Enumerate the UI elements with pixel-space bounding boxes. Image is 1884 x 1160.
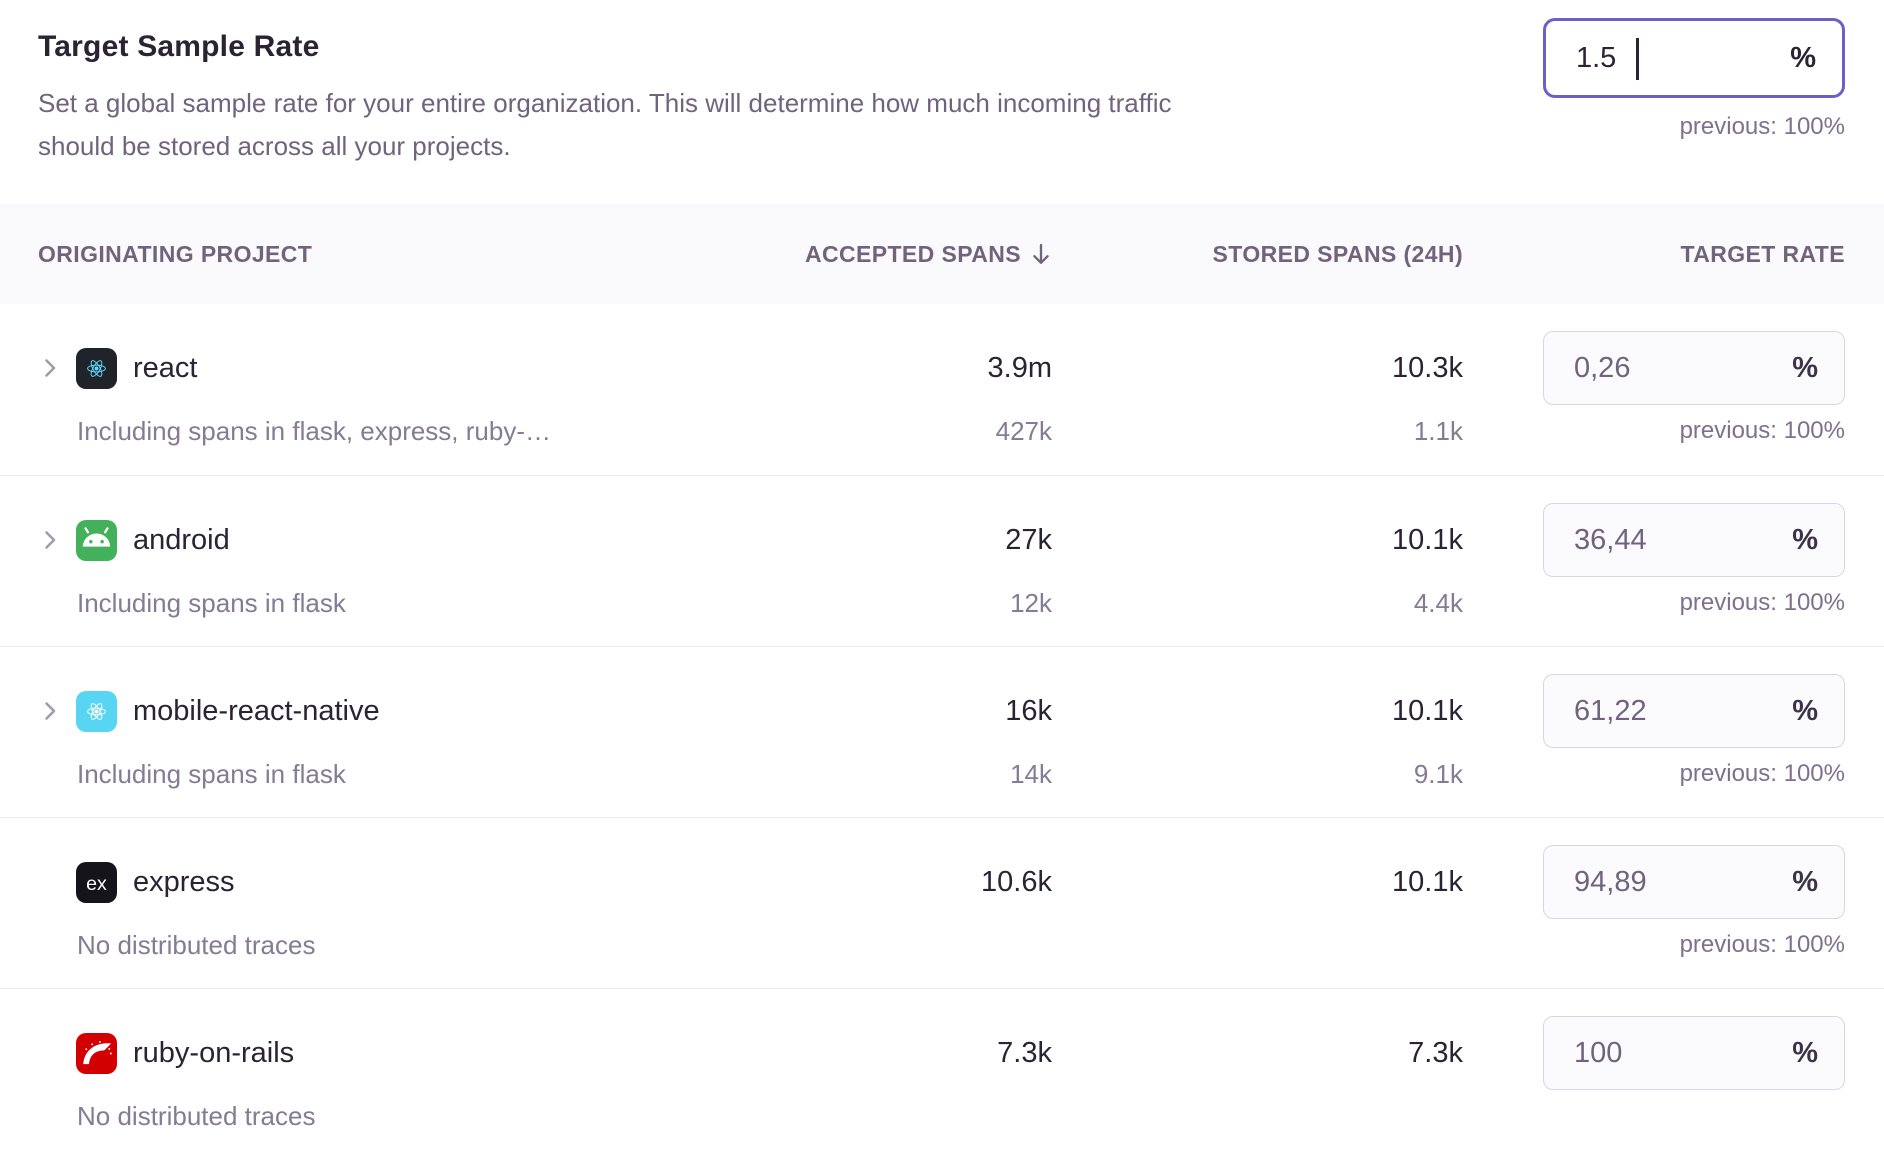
previous-rate-label: previous: 100% <box>1679 589 1845 616</box>
chevron-right-icon[interactable] <box>38 356 62 380</box>
target-rate-input-box[interactable]: % <box>1543 674 1845 748</box>
target-rate-input[interactable] <box>1574 523 1734 557</box>
stored-spans-value: 7.3k <box>1408 1036 1463 1069</box>
react-icon <box>76 347 117 389</box>
text-cursor <box>1636 38 1639 80</box>
column-header-target-rate: TARGET RATE <box>1680 240 1845 267</box>
percent-unit-label: % <box>1792 694 1818 727</box>
chevron-right-icon[interactable] <box>38 528 62 552</box>
accepted-spans-value: 27k <box>1005 523 1052 556</box>
sort-descending-arrow-icon <box>1033 243 1049 264</box>
table-header: ORIGINATING PROJECT ACCEPTED SPANS STORE… <box>0 204 1884 304</box>
stored-spans-value: 10.3k <box>1392 351 1463 384</box>
project-subtext: No distributed traces <box>77 929 316 960</box>
percent-unit-label: % <box>1792 351 1818 384</box>
previous-rate-label: previous: 100% <box>1679 931 1845 958</box>
project-subtext: No distributed traces <box>77 1100 316 1131</box>
previous-rate-label: previous: 100% <box>1679 113 1845 140</box>
target-rate-input-box[interactable]: % <box>1543 331 1845 405</box>
accepted-spans-subvalue: 12k <box>1010 587 1052 618</box>
svg-text:ex: ex <box>86 873 107 895</box>
stored-spans-value: 10.1k <box>1392 694 1463 727</box>
accepted-spans-value: 7.3k <box>997 1036 1052 1069</box>
previous-rate-label: previous: 100% <box>1679 417 1845 444</box>
page-description-line1: Set a global sample rate for your entire… <box>38 88 1172 118</box>
percent-unit-label: % <box>1792 523 1818 556</box>
table-row: android Including spans in flask 27k 12k… <box>0 475 1884 646</box>
project-subtext: Including spans in flask <box>77 587 346 618</box>
global-rate-control: % previous: 100% <box>1543 18 1845 141</box>
percent-unit-label: % <box>1790 41 1816 74</box>
column-header-accepted-spans[interactable]: ACCEPTED SPANS <box>752 241 1052 268</box>
page-description-line2: should be stored across all your project… <box>38 131 511 161</box>
target-rate-input[interactable] <box>1574 1036 1734 1070</box>
stored-spans-subvalue: 4.4k <box>1413 587 1463 618</box>
target-rate-input-box[interactable]: % <box>1543 1016 1845 1090</box>
accepted-spans-value: 16k <box>1005 694 1052 727</box>
target-rate-input[interactable] <box>1574 694 1734 728</box>
accepted-spans-subvalue: 14k <box>1010 758 1052 789</box>
project-name: ruby-on-rails <box>133 1036 295 1069</box>
accepted-spans-value: 10.6k <box>981 865 1052 898</box>
column-header-stored-spans: STORED SPANS (24H) <box>1212 240 1463 267</box>
chevron-right-icon[interactable] <box>38 699 62 723</box>
previous-rate-label: previous: 100% <box>1679 760 1845 787</box>
table-row: ruby-on-rails No distributed traces 7.3k… <box>0 988 1884 1159</box>
column-header-originating-project: ORIGINATING PROJECT <box>38 240 313 267</box>
page-description: Set a global sample rate for your entire… <box>38 82 1468 168</box>
target-rate-input[interactable] <box>1574 351 1734 385</box>
table-row: mobile-react-native Including spans in f… <box>0 646 1884 817</box>
android-icon <box>76 519 117 561</box>
project-subtext: Including spans in flask, express, ruby-… <box>77 415 551 446</box>
global-rate-input[interactable] <box>1576 41 1736 75</box>
table-row: ex express No distributed traces 10.6k 1… <box>0 817 1884 988</box>
project-name: mobile-react-native <box>133 694 380 727</box>
stored-spans-value: 10.1k <box>1392 865 1463 898</box>
project-subtext: Including spans in flask <box>77 758 346 789</box>
percent-unit-label: % <box>1792 865 1818 898</box>
page-title: Target Sample Rate <box>38 30 320 63</box>
stored-spans-subvalue: 1.1k <box>1413 415 1463 446</box>
stored-spans-value: 10.1k <box>1392 523 1463 556</box>
global-rate-input-box[interactable]: % <box>1543 18 1845 98</box>
column-header-accepted-spans-label: ACCEPTED SPANS <box>804 240 1021 267</box>
express-icon: ex <box>76 861 117 903</box>
table-body: react Including spans in flask, express,… <box>0 304 1884 1159</box>
project-name: express <box>133 865 235 898</box>
accepted-spans-subvalue: 427k <box>995 415 1052 446</box>
project-name: android <box>133 523 230 556</box>
accepted-spans-value: 3.9m <box>987 351 1052 384</box>
stored-spans-subvalue: 9.1k <box>1413 758 1463 789</box>
target-sample-rate-section: Target Sample Rate Set a global sample r… <box>0 0 1884 204</box>
react-native-icon <box>76 690 117 732</box>
target-rate-input-box[interactable]: % <box>1543 845 1845 919</box>
project-name: react <box>133 351 198 384</box>
rails-icon <box>76 1032 117 1074</box>
table-row: react Including spans in flask, express,… <box>0 304 1884 475</box>
target-rate-input-box[interactable]: % <box>1543 503 1845 577</box>
percent-unit-label: % <box>1792 1036 1818 1069</box>
target-rate-input[interactable] <box>1574 865 1734 899</box>
